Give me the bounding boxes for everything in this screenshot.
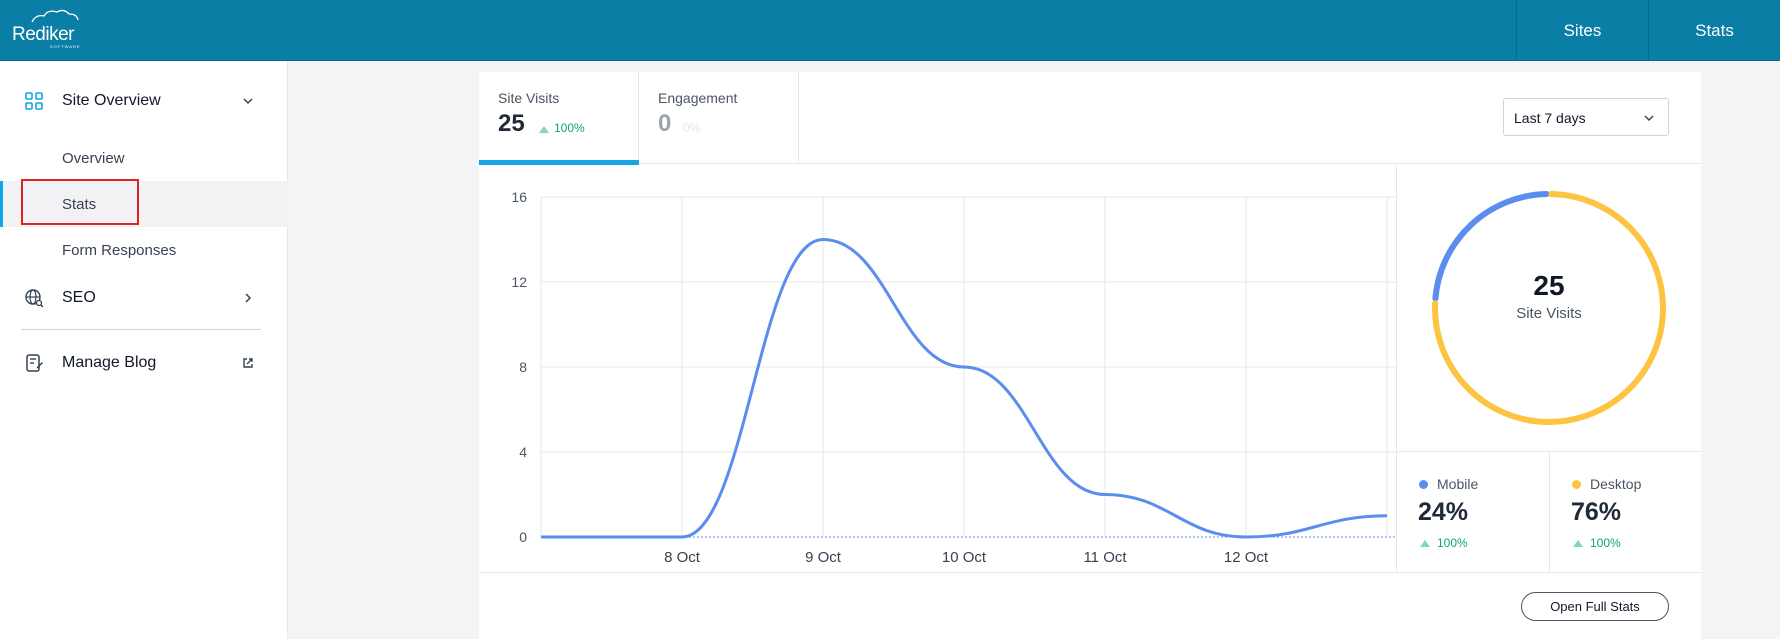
legend-mobile: Mobile 24% 100%: [1397, 452, 1549, 573]
legend-dot: [1572, 480, 1581, 489]
chevron-down-icon: [1644, 115, 1654, 122]
series-line: [541, 237, 1388, 539]
sidebar-site-overview[interactable]: Site Overview: [0, 78, 288, 124]
chevron-right-icon: [245, 293, 252, 303]
top-bar: Rediker SOFTWARE Sites Stats: [0, 0, 1780, 61]
date-range-select[interactable]: Last 7 days: [1503, 98, 1669, 136]
device-donut-chart: [1432, 191, 1666, 425]
y-tick-label: 8: [519, 359, 527, 375]
donut-segment-mobile: [1432, 191, 1550, 302]
tab-value: 0: [658, 110, 672, 137]
sidebar-item-label: Stats: [62, 195, 97, 213]
y-tick-label: 16: [511, 189, 527, 205]
donut-segment-desktop: [1432, 191, 1666, 425]
device-donut: 25 Site Visits: [1397, 165, 1701, 451]
donut-total: 25: [1533, 270, 1565, 301]
top-nav: Sites Stats: [1516, 0, 1780, 61]
logo-wordmark: Rediker: [12, 24, 74, 45]
x-tick-label: 9 Oct: [805, 549, 842, 566]
x-tick-label: 11 Oct: [1083, 549, 1127, 566]
legend-change: 100%: [1590, 536, 1621, 550]
tab-label: Site Visits: [498, 90, 560, 106]
legend-name: Mobile: [1437, 476, 1479, 492]
sidebar-item-label: Form Responses: [62, 241, 177, 259]
tab-value: 25: [498, 110, 525, 137]
sidebar-divider: [21, 329, 261, 330]
tab-engagement[interactable]: Engagement 0 0%: [639, 72, 799, 164]
sidebar-item-overview[interactable]: Overview: [0, 135, 288, 181]
cloud-icon: [31, 9, 79, 23]
device-legend: Mobile 24% 100% Desktop 76% 100%: [1397, 451, 1701, 573]
trend-up-icon: [1420, 540, 1430, 547]
x-tick-label: 8 Oct: [664, 549, 701, 566]
nav-stats[interactable]: Stats: [1648, 0, 1780, 61]
tab-change: 0%: [683, 121, 701, 135]
legend-pct: 24%: [1418, 498, 1469, 526]
nav-sites[interactable]: Sites: [1516, 0, 1648, 61]
sidebar-item-stats[interactable]: Stats: [0, 181, 288, 227]
x-tick-label: 12 Oct: [1224, 549, 1269, 566]
dashboard-grid-icon: [25, 92, 43, 110]
sidebar-site-overview-label: Site Overview: [62, 92, 161, 109]
legend-name: Desktop: [1590, 476, 1642, 492]
sidebar-item-form-responses[interactable]: Form Responses: [0, 227, 288, 273]
metric-tabs: Site Visits 25 100% Engagement 0 0% Last…: [479, 72, 1701, 165]
trend-up-icon: [539, 126, 549, 133]
chevron-down-icon: [243, 98, 253, 105]
y-tick-label: 4: [519, 444, 527, 460]
x-tick-label: 10 Oct: [942, 549, 987, 566]
date-range-value: Last 7 days: [1514, 110, 1586, 126]
stats-card: Site Visits 25 100% Engagement 0 0% Last…: [479, 72, 1701, 639]
rediker-logo[interactable]: Rediker SOFTWARE: [10, 6, 90, 50]
globe-search-icon: [25, 289, 44, 308]
visits-line-chart: 0 4 8 12 16 8 Oct 9 Oct 10 Oct 11 Oct 12 Oct: [511, 189, 1396, 566]
tab-site-visits[interactable]: Site Visits 25 100%: [479, 72, 639, 165]
chart-divider: [1396, 165, 1397, 572]
card-footer: Open Full Stats: [479, 572, 1701, 639]
legend-pct: 76%: [1571, 498, 1622, 526]
blog-edit-icon: [26, 354, 43, 372]
legend-change: 100%: [1437, 536, 1468, 550]
sidebar: Site Overview Overview Stats Form Respon…: [0, 61, 288, 639]
donut-label: Site Visits: [1516, 305, 1582, 322]
sidebar-manage-blog-label: Manage Blog: [62, 354, 157, 371]
sidebar-seo-label: SEO: [62, 289, 96, 306]
open-full-stats-button[interactable]: Open Full Stats: [1521, 592, 1669, 621]
sidebar-item-label: Overview: [62, 149, 125, 167]
tab-label: Engagement: [658, 90, 738, 106]
sidebar-manage-blog[interactable]: Manage Blog: [0, 340, 288, 386]
active-tab-indicator: [479, 160, 639, 165]
external-link-icon: [243, 358, 253, 368]
sidebar-seo[interactable]: SEO: [0, 275, 288, 321]
y-tick-label: 12: [511, 274, 527, 290]
logo-subtext: SOFTWARE: [50, 44, 81, 49]
trend-up-icon: [1573, 540, 1583, 547]
y-tick-label: 0: [519, 529, 527, 545]
tab-change: 100%: [554, 121, 585, 135]
legend-desktop: Desktop 76% 100%: [1549, 452, 1701, 573]
legend-dot: [1419, 480, 1428, 489]
